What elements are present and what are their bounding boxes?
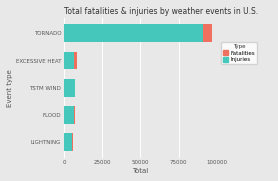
X-axis label: Total: Total xyxy=(132,168,148,174)
Bar xyxy=(72,133,73,151)
Bar xyxy=(203,24,212,42)
Bar xyxy=(74,52,77,69)
Bar xyxy=(64,52,74,69)
Bar xyxy=(64,106,75,124)
Y-axis label: Event type: Event type xyxy=(7,69,13,107)
Legend: Fatalities, Injuries: Fatalities, Injuries xyxy=(221,42,257,64)
Bar xyxy=(64,79,75,97)
Bar xyxy=(64,133,72,151)
Text: Total fatalities & injuries by weather events in U.S.: Total fatalities & injuries by weather e… xyxy=(64,7,258,16)
Bar xyxy=(64,24,203,42)
